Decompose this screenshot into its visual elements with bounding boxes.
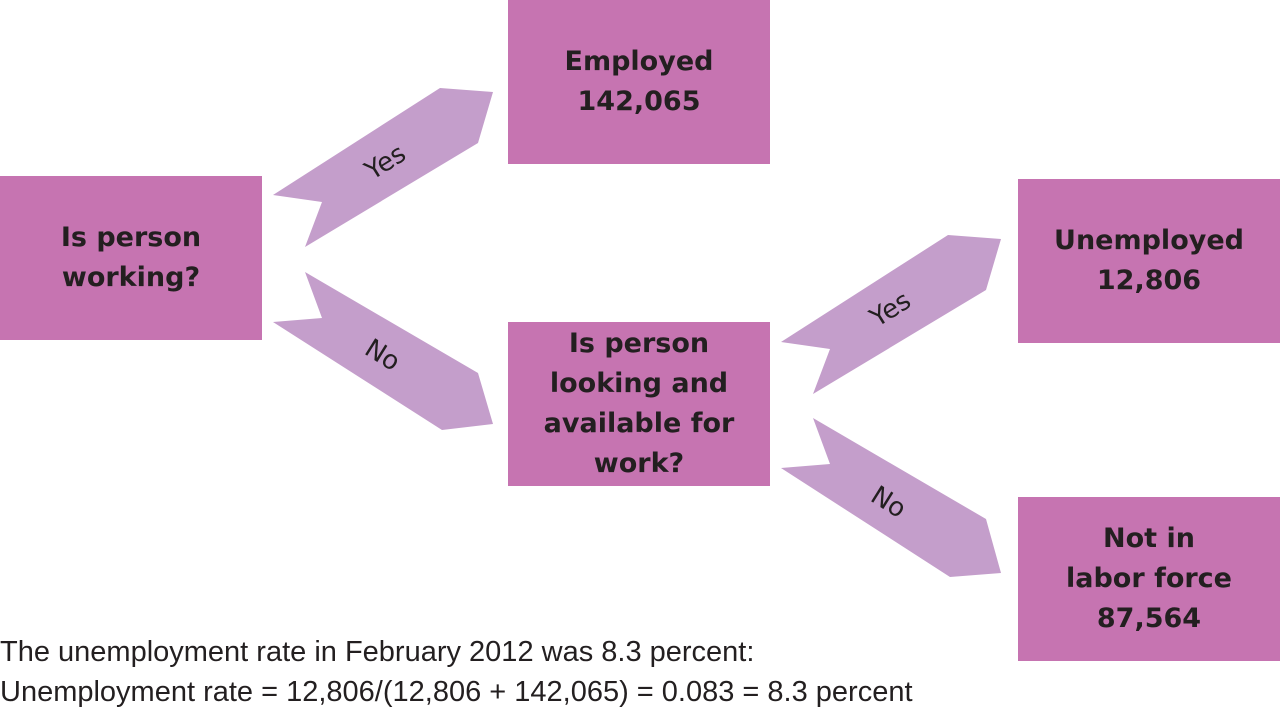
box-unemployed-line: 12,806 [1096, 265, 1202, 296]
box-is-person-working-line: working? [61, 262, 201, 293]
box-unemployed-line: Unemployed [1054, 225, 1244, 256]
caption-line-2: Unemployment rate = 12,806/(12,806 + 142… [0, 676, 913, 708]
box-is-person-looking-line: work? [593, 448, 685, 479]
box-is-person-working: Is person working? [0, 176, 262, 340]
box-not-in-labor-force: Not in labor force 87,564 [1018, 497, 1280, 661]
arrow-working-yes: Yes [273, 88, 493, 247]
box-is-person-looking-line: Is person [568, 328, 710, 359]
box-unemployed: Unemployed 12,806 [1018, 179, 1280, 343]
caption-line-1: The unemployment rate in February 2012 w… [0, 636, 755, 668]
box-is-person-looking-line: available for [543, 408, 735, 439]
box-employed-line: Employed [564, 46, 714, 77]
arrow-working-no: No [273, 272, 493, 430]
box-employed-line: 142,065 [577, 86, 701, 117]
box-not-in-labor-force-line: labor force [1066, 563, 1232, 594]
box-not-in-labor-force-line: 87,564 [1096, 603, 1202, 634]
box-not-in-labor-force-line: Not in [1103, 523, 1195, 554]
box-is-person-looking-line: looking and [549, 368, 729, 399]
box-is-person-working-line: Is person [60, 222, 202, 253]
box-is-person-looking: Is person looking and available for work? [508, 322, 770, 486]
arrow-looking-no: No [781, 418, 1001, 577]
arrow-looking-yes: Yes [781, 235, 1001, 394]
box-employed: Employed 142,065 [508, 0, 770, 164]
